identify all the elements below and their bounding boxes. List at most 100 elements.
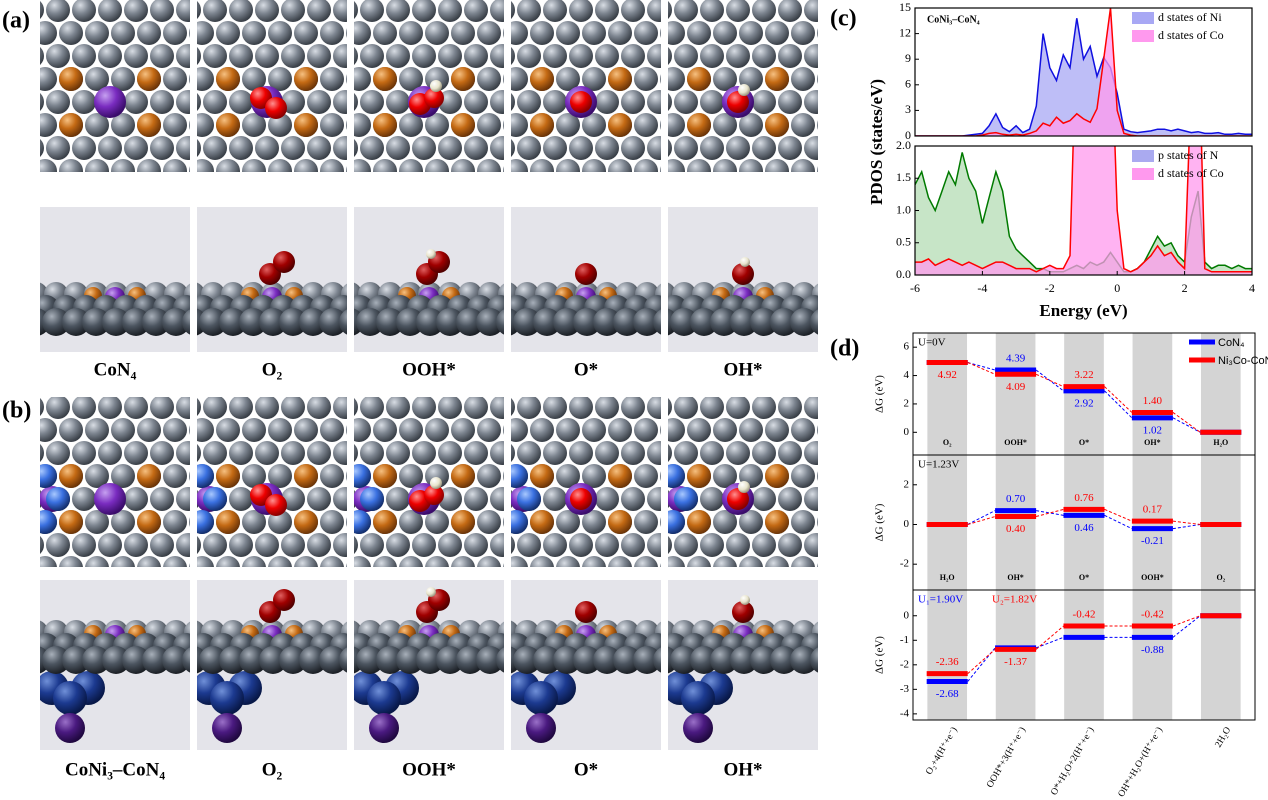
atom	[595, 0, 619, 22]
atom	[182, 647, 190, 673]
side-view	[511, 207, 661, 352]
atom	[386, 397, 410, 419]
atom	[59, 21, 83, 45]
atom	[668, 510, 685, 534]
atom	[319, 308, 347, 336]
atom	[268, 464, 292, 488]
y-axis-title: PDOS (states/eV)	[867, 79, 886, 205]
atom	[530, 418, 554, 442]
atom	[569, 44, 593, 68]
atom	[653, 309, 661, 335]
category-label: OOH*	[1141, 573, 1164, 582]
atom	[426, 587, 436, 597]
value-label: 0.70	[1006, 493, 1026, 505]
atom	[511, 536, 515, 554]
atom	[294, 418, 318, 442]
atom	[346, 74, 347, 84]
atom	[197, 139, 201, 157]
atom	[333, 487, 347, 511]
y-axis-title: ΔG (eV)	[874, 636, 886, 674]
category-label: OH*	[1007, 573, 1023, 582]
atom	[229, 533, 253, 557]
atom	[320, 556, 344, 567]
atom	[770, 308, 798, 336]
atom	[726, 397, 750, 419]
atom	[137, 510, 161, 534]
atom	[203, 533, 227, 557]
atom	[399, 510, 423, 534]
value-label: 3.22	[1074, 369, 1093, 381]
atom	[595, 44, 619, 68]
category-label: O*	[1079, 438, 1089, 447]
atom	[700, 487, 724, 511]
atom	[55, 713, 85, 743]
atom	[517, 44, 541, 68]
atom	[40, 67, 57, 91]
atom	[503, 28, 504, 38]
atom	[59, 556, 83, 567]
atom	[634, 510, 658, 534]
atom	[556, 418, 580, 442]
atom	[124, 397, 148, 419]
plot-area	[915, 146, 1252, 275]
atom	[553, 646, 581, 674]
atom	[511, 444, 515, 462]
column-band	[1132, 333, 1173, 455]
atom	[621, 90, 645, 114]
annotation: U₁=1.90V	[918, 594, 963, 606]
y-axis-title: ΔG (eV)	[874, 503, 886, 541]
y-tick-label: -2	[900, 558, 909, 570]
atom	[360, 441, 384, 465]
atom	[137, 556, 161, 567]
atom	[137, 159, 161, 172]
atom	[137, 21, 161, 45]
atom	[817, 120, 818, 130]
legend-label: d states of Co	[1158, 28, 1224, 42]
atom	[543, 0, 567, 22]
atom	[647, 533, 661, 557]
atom	[726, 441, 750, 465]
atom	[399, 464, 423, 488]
atom	[573, 646, 601, 674]
atom	[242, 159, 266, 172]
atom	[511, 1, 515, 19]
atom	[373, 67, 397, 91]
y-tick-label: 6	[905, 77, 911, 91]
atom	[279, 308, 307, 336]
atom	[203, 441, 227, 465]
atom	[197, 21, 214, 45]
atom	[477, 21, 501, 45]
atom	[668, 536, 672, 554]
atom	[430, 477, 442, 489]
atom	[817, 425, 818, 435]
atom	[82, 646, 110, 674]
y-tick-label: -3	[900, 683, 910, 695]
atom	[354, 418, 371, 442]
atom	[668, 556, 685, 567]
atom	[40, 556, 57, 567]
atom	[163, 418, 187, 442]
atom	[416, 308, 444, 336]
atom	[569, 441, 593, 465]
atom	[399, 21, 423, 45]
atom	[150, 487, 174, 511]
atom	[674, 397, 698, 419]
atom	[634, 418, 658, 442]
atom	[634, 67, 658, 91]
atom	[346, 28, 347, 38]
atom	[660, 425, 661, 435]
atom	[511, 21, 528, 45]
atom	[593, 646, 621, 674]
atom	[354, 67, 371, 91]
atom	[668, 159, 685, 172]
category-label: H₂O	[1213, 438, 1228, 447]
atom	[556, 113, 580, 137]
y-tick-label: 0.0	[896, 267, 911, 281]
atom	[608, 510, 632, 534]
atom	[40, 1, 44, 19]
atom	[670, 308, 698, 336]
connector	[1172, 412, 1201, 433]
column-band	[1064, 333, 1104, 455]
atom	[595, 441, 619, 465]
atom	[197, 398, 201, 416]
